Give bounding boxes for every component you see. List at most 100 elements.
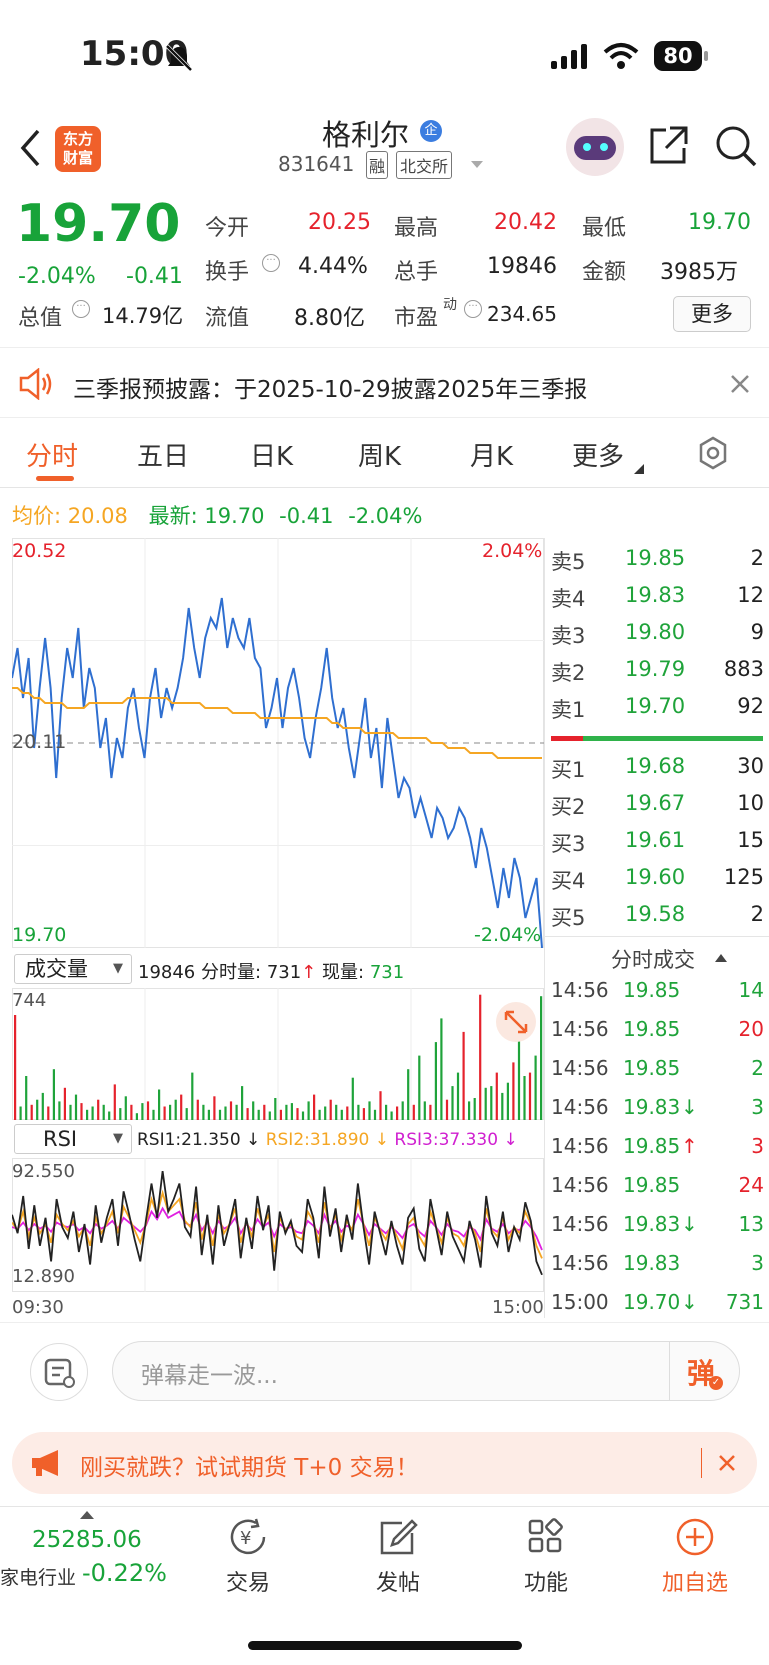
order-volume: 30 — [737, 754, 764, 778]
volume-bar — [479, 994, 482, 1120]
volume-bar — [52, 1069, 55, 1120]
speaker-icon — [19, 368, 52, 400]
info-icon[interactable]: ··· — [464, 300, 482, 318]
volume-bar — [63, 1087, 66, 1120]
intraday-price-chart[interactable] — [12, 538, 544, 948]
eastmoney-logo[interactable]: 东方 财富 — [55, 126, 101, 172]
rsi-max-label: 92.550 — [12, 1161, 75, 1182]
tick-row: 14:56 19.85 24 — [545, 1173, 769, 1207]
order-row[interactable]: 卖3 19.80 9 — [545, 620, 769, 654]
nav-post[interactable]: 发帖 — [358, 1517, 438, 1597]
exchange-tag: 北交所 — [396, 151, 453, 179]
index-label[interactable]: 家电行业 — [0, 1567, 77, 1589]
quote-panel: 19.70 -2.04% -0.41 今开 20.25 最高 20.42 最低 … — [0, 192, 769, 348]
notice-bar[interactable]: 三季报预披露：于2025-10-29披露2025年三季报 — [0, 350, 769, 418]
x-end-label: 15:00 — [492, 1297, 544, 1318]
rsi-chart[interactable] — [12, 1158, 544, 1292]
tab-intraday[interactable]: 分时 — [26, 442, 79, 472]
order-row[interactable]: 卖1 19.70 92 — [545, 694, 769, 728]
robot-avatar[interactable] — [566, 118, 624, 176]
nav-trade[interactable]: ¥ 交易 — [208, 1517, 288, 1597]
tab-more[interactable]: 更多 — [572, 442, 625, 472]
trade-icon: ¥ — [230, 1518, 266, 1555]
order-row[interactable]: 买2 19.67 10 — [545, 791, 769, 825]
volume-bar — [429, 1104, 432, 1120]
order-volume: 92 — [737, 694, 764, 718]
tick-price: 19.83 — [623, 1251, 681, 1275]
more-button[interactable]: 更多 — [673, 296, 751, 332]
volume-bar — [401, 1101, 404, 1120]
avg-label: 均价: — [12, 504, 62, 528]
volume-bar — [102, 1104, 105, 1120]
tick-arrow: ↓ — [681, 1290, 698, 1314]
tab-monthly-k[interactable]: 月K — [470, 442, 514, 472]
order-row[interactable]: 卖5 19.85 2 — [545, 546, 769, 580]
indicator-select-volume[interactable]: 成交量 ▼ — [14, 954, 132, 984]
tab-daily-k[interactable]: 日K — [250, 442, 294, 472]
order-row[interactable]: 卖4 19.83 12 — [545, 583, 769, 617]
volume-bar — [440, 1018, 443, 1120]
info-icon[interactable]: ··· — [262, 254, 280, 272]
series-last-price-line — [12, 597, 543, 948]
volume-bar — [451, 1086, 454, 1120]
volume-bar — [169, 1104, 172, 1120]
caret-up-icon[interactable] — [80, 1511, 94, 1519]
close-icon[interactable] — [718, 1454, 736, 1472]
order-price: 19.83 — [625, 583, 686, 607]
share-icon[interactable] — [648, 124, 690, 166]
volume-bar — [196, 1099, 199, 1120]
volume-bar — [30, 1104, 33, 1120]
info-icon[interactable]: ··· — [72, 300, 90, 318]
tab-five-day[interactable]: 五日 — [137, 442, 190, 472]
volume-chart[interactable] — [12, 988, 544, 1120]
order-row[interactable]: 卖2 19.79 883 — [545, 657, 769, 691]
index-value[interactable]: 25285.06 — [32, 1527, 142, 1553]
order-row[interactable]: 买3 19.61 15 — [545, 828, 769, 862]
status-time: 15:00 — [80, 34, 189, 74]
order-row[interactable]: 买4 19.60 125 — [545, 865, 769, 899]
volume-bar — [517, 1028, 521, 1120]
danmu-toggle[interactable] — [30, 1343, 88, 1401]
tick-row: 14:56 19.83 ↓ 3 — [545, 1095, 769, 1129]
ticks-title[interactable]: 分时成交 — [611, 948, 695, 972]
tick-price: 19.83 — [623, 1212, 681, 1236]
gear-icon[interactable] — [696, 436, 730, 470]
volume-bar — [290, 1103, 293, 1120]
tab-weekly-k[interactable]: 周K — [358, 442, 402, 472]
tick-price: 19.85 — [623, 1056, 681, 1080]
volume-bar — [495, 1072, 498, 1120]
volume-bar — [86, 1109, 89, 1120]
order-volume: 10 — [737, 791, 764, 815]
expand-button[interactable] — [496, 1002, 536, 1042]
volume-bar — [235, 1104, 238, 1120]
nav-add-watchlist[interactable]: 加自选 — [650, 1517, 740, 1597]
order-price: 19.61 — [625, 828, 686, 852]
nav-functions[interactable]: 功能 — [506, 1517, 586, 1597]
order-row[interactable]: 买5 19.58 2 — [545, 902, 769, 936]
volume-bar — [307, 1101, 310, 1120]
battery-icon: 80 — [654, 41, 702, 71]
now-vol: 731 — [369, 962, 405, 983]
margin-tag: 融 — [366, 151, 389, 179]
dropdown-icon[interactable] — [470, 160, 484, 170]
search-icon[interactable] — [714, 124, 758, 168]
tick-time: 14:56 — [551, 978, 609, 1002]
volume-bar — [41, 1092, 44, 1120]
change-pct: -2.04% — [18, 264, 96, 289]
index-change[interactable]: -0.22% — [82, 1559, 167, 1587]
mktcap-value: 14.79亿 — [102, 304, 184, 328]
caret-up-icon[interactable] — [715, 954, 727, 962]
volume-bar — [207, 1109, 210, 1120]
signal-icon — [551, 44, 587, 69]
rsi1-label: RSI1:21.350 ↓ — [137, 1130, 261, 1150]
close-icon[interactable] — [730, 374, 750, 394]
indicator-select-rsi[interactable]: RSI ▼ — [14, 1124, 132, 1154]
order-row[interactable]: 买1 19.68 30 — [545, 754, 769, 788]
tick-row: 14:56 19.83 3 — [545, 1251, 769, 1285]
chart-tabs: 分时 五日 日K 周K 月K 更多 — [0, 420, 769, 488]
promo-banner[interactable]: 刚买就跌？试试期货 T+0 交易！ — [12, 1432, 757, 1494]
volume-bar — [468, 1101, 471, 1120]
volume-bar — [274, 1098, 277, 1120]
back-icon[interactable] — [18, 128, 42, 168]
danmu-input[interactable]: 弹幕走一波... 弹 ✓ — [112, 1341, 740, 1401]
